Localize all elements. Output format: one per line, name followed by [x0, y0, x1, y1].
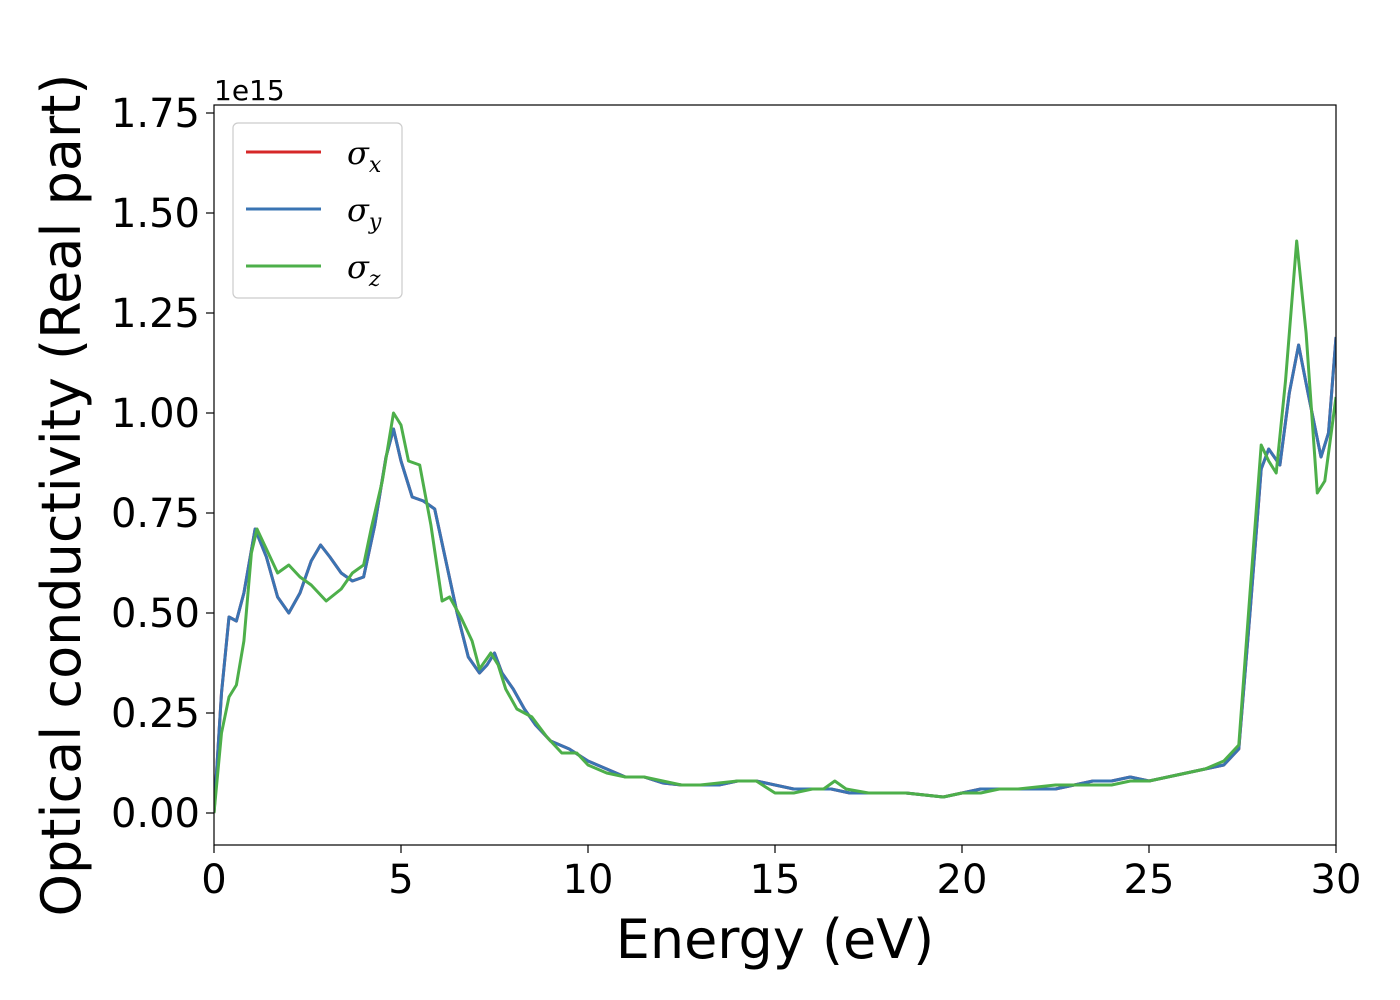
x-tick-label: 10 — [563, 857, 614, 903]
x-tick-label: 15 — [750, 857, 801, 903]
series-layer — [214, 239, 1336, 814]
x-axis-label: Energy (eV) — [616, 908, 935, 971]
y-tick-label: 0.50 — [111, 591, 200, 637]
legend: σx σy σz — [232, 122, 403, 299]
legend-label-x: σx — [347, 134, 382, 178]
x-tick-label: 20 — [937, 857, 988, 903]
y-tick-label: 1.00 — [111, 391, 200, 437]
legend-label-y: σy — [347, 191, 382, 235]
y-tick-label: 0.75 — [111, 491, 200, 537]
y-axis: 0.00 0.25 0.50 0.75 1.00 1.25 1.50 1.75 — [111, 91, 214, 837]
x-axis: 0 5 10 15 20 25 30 — [201, 845, 1361, 903]
y-tick-label: 1.50 — [111, 191, 200, 237]
x-tick-label: 5 — [388, 857, 413, 903]
y-tick-label: 0.00 — [111, 791, 200, 837]
y-tick-label: 1.25 — [111, 291, 200, 337]
series-line-z — [214, 239, 1336, 814]
y-tick-label: 0.25 — [111, 691, 200, 737]
x-tick-label: 25 — [1124, 857, 1175, 903]
series-line-y — [214, 336, 1336, 814]
x-tick-label: 30 — [1311, 857, 1362, 903]
series-line-x — [214, 336, 1336, 814]
y-offset-label: 1e15 — [214, 74, 285, 107]
x-tick-label: 0 — [201, 857, 226, 903]
y-axis-label: Optical conductivity (Real part) — [30, 74, 93, 917]
legend-label-z: σz — [347, 248, 381, 292]
y-tick-label: 1.75 — [111, 91, 200, 137]
